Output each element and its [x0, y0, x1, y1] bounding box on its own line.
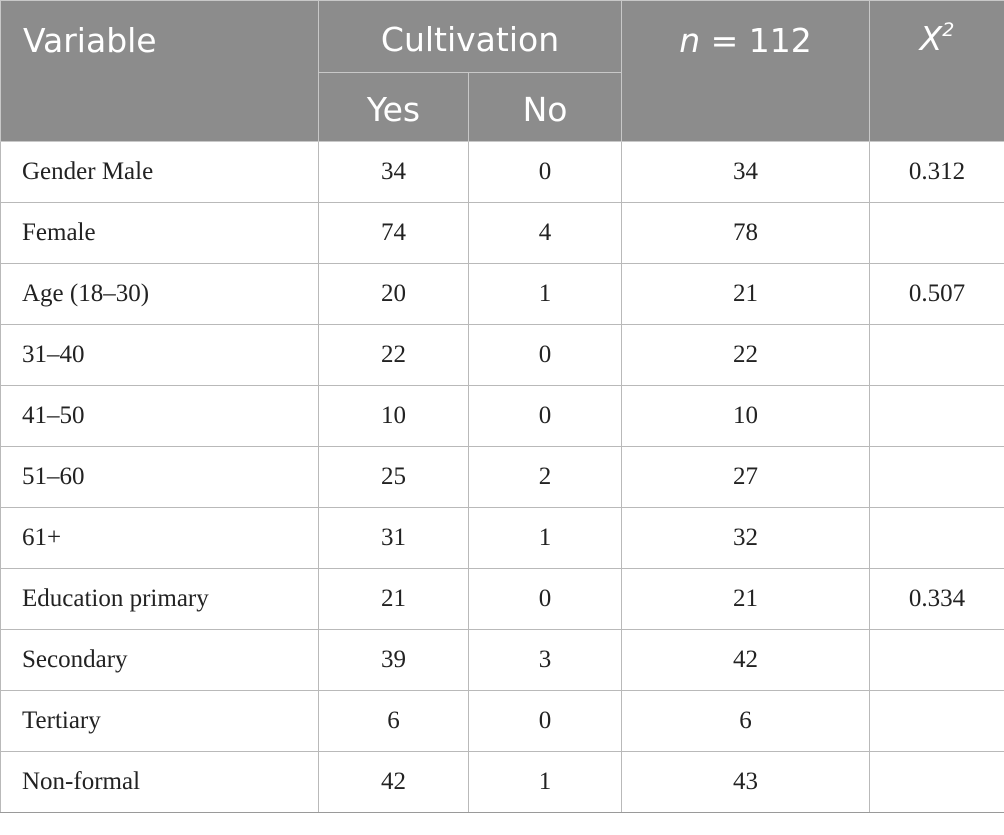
yes-count-cell: 6: [318, 690, 469, 752]
no-count-cell: 0: [467, 141, 623, 203]
table-row: Non-formal 42 1 43: [0, 751, 1004, 813]
table-row: 51–60 25 2 27: [0, 446, 1004, 508]
table-row: Education primary 21 0 21 0.334: [0, 568, 1004, 630]
table-row: Female 74 4 78: [0, 202, 1004, 264]
n-total-cell: 21: [621, 263, 871, 325]
cultivation-header: Cultivation: [317, 0, 623, 73]
variable-header: Variable: [0, 0, 319, 142]
yes-count-cell: 34: [318, 141, 469, 203]
chi-symbol: X: [919, 19, 943, 58]
n-total-cell: 6: [621, 690, 871, 752]
yes-count-cell: 42: [318, 751, 469, 813]
table-body: Gender Male 34 0 34 0.312 Female 74 4 78 Age (18–…: [0, 141, 1004, 813]
no-count-cell: 0: [467, 324, 623, 386]
n-value: = 112: [700, 21, 812, 60]
row-label-cell: Education primary: [0, 568, 319, 630]
table-row: 61+ 31 1 32: [0, 507, 1004, 569]
yes-count-cell: 22: [318, 324, 469, 386]
row-label-cell: Tertiary: [0, 690, 319, 752]
chi-square-cell: [869, 202, 1004, 264]
yes-count-cell: 10: [318, 385, 469, 447]
yes-count-cell: 31: [318, 507, 469, 569]
yes-count-cell: 20: [318, 263, 469, 325]
n-symbol: n: [679, 21, 701, 60]
no-header: No: [467, 72, 623, 142]
chi-square-cell: [869, 751, 1004, 813]
no-count-cell: 0: [467, 385, 623, 447]
n-total-cell: 10: [621, 385, 871, 447]
no-count-cell: 4: [467, 202, 623, 264]
no-count-cell: 1: [467, 263, 623, 325]
table-row: 41–50 10 0 10: [0, 385, 1004, 447]
chi-square-header: X2: [869, 0, 1004, 142]
row-label-cell: 51–60: [0, 446, 319, 508]
row-label-cell: Female: [0, 202, 319, 264]
chi-square-cell: [869, 446, 1004, 508]
row-label-cell: Non-formal: [0, 751, 319, 813]
chi-square-cell: 0.507: [869, 263, 1004, 325]
n-total-cell: 43: [621, 751, 871, 813]
cultivation-table: Variable Cultivation n = 112 X2 Yes No G…: [0, 0, 1004, 813]
n-total-header: n = 112: [621, 0, 871, 142]
n-total-cell: 78: [621, 202, 871, 264]
row-label-cell: 31–40: [0, 324, 319, 386]
yes-count-cell: 25: [318, 446, 469, 508]
n-total-cell: 32: [621, 507, 871, 569]
table-header: Variable Cultivation n = 112 X2 Yes No: [0, 0, 1004, 142]
table-row: Age (18–30) 20 1 21 0.507: [0, 263, 1004, 325]
no-count-cell: 1: [467, 751, 623, 813]
table-row: 31–40 22 0 22: [0, 324, 1004, 386]
row-label-cell: Gender Male: [0, 141, 319, 203]
no-count-cell: 0: [467, 690, 623, 752]
chi-square-cell: [869, 690, 1004, 752]
chi-superscript: 2: [942, 19, 955, 41]
no-count-cell: 1: [467, 507, 623, 569]
row-label-cell: 61+: [0, 507, 319, 569]
no-count-cell: 2: [467, 446, 623, 508]
chi-square-cell: [869, 629, 1004, 691]
table-row: Tertiary 6 0 6: [0, 690, 1004, 752]
row-label-cell: Age (18–30): [0, 263, 319, 325]
n-total-cell: 34: [621, 141, 871, 203]
n-total-cell: 42: [621, 629, 871, 691]
yes-count-cell: 21: [318, 568, 469, 630]
n-total-cell: 22: [621, 324, 871, 386]
table-row: Secondary 39 3 42: [0, 629, 1004, 691]
yes-count-cell: 74: [318, 202, 469, 264]
n-total-cell: 21: [621, 568, 871, 630]
yes-header: Yes: [318, 72, 469, 142]
chi-square-cell: 0.312: [869, 141, 1004, 203]
table-row: Gender Male 34 0 34 0.312: [0, 141, 1004, 203]
chi-square-cell: 0.334: [869, 568, 1004, 630]
no-count-cell: 3: [467, 629, 623, 691]
cultivation-table-container: Variable Cultivation n = 112 X2 Yes No G…: [0, 0, 1004, 813]
chi-square-cell: [869, 507, 1004, 569]
yes-count-cell: 39: [318, 629, 469, 691]
chi-square-cell: [869, 385, 1004, 447]
chi-square-cell: [869, 324, 1004, 386]
row-label-cell: 41–50: [0, 385, 319, 447]
no-count-cell: 0: [467, 568, 623, 630]
row-label-cell: Secondary: [0, 629, 319, 691]
n-total-cell: 27: [621, 446, 871, 508]
